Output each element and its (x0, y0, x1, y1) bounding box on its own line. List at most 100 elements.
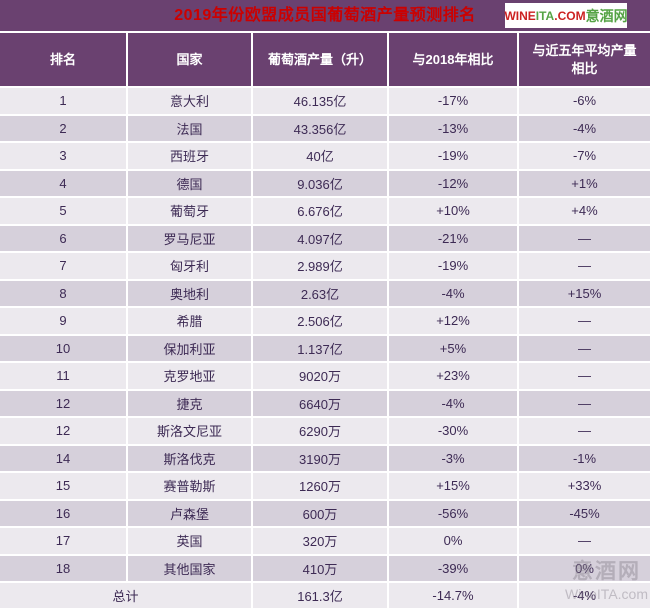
country-cell: 匈牙利 (128, 253, 251, 279)
logo-text-ita: ITA (535, 8, 555, 23)
country-cell: 其他国家 (128, 555, 251, 581)
page-title: 2019年份欧盟成员国葡萄酒产量预测排名 (174, 7, 476, 24)
table-row: 17 英国 320万 0% — (0, 528, 650, 554)
rank-cell: 4 (0, 170, 126, 196)
vs5yr-cell: — (519, 418, 650, 444)
vs2018-cell: -12% (389, 170, 517, 196)
country-cell: 西班牙 (128, 143, 251, 169)
vs2018-cell: -3% (389, 445, 517, 471)
table-row: 7 匈牙利 2.989亿 -19% — (0, 253, 650, 279)
header-country: 国家 (128, 33, 251, 86)
table-body: 1 意大利 46.135亿 -17% -6% 2 法国 43.356亿 -13% -4% 3 西班牙 4… (0, 88, 650, 608)
vs2018-cell: -56% (389, 500, 517, 526)
table-total-row: 总计 161.3亿 -14.7% -4% (0, 583, 650, 608)
header-production: 葡萄酒产量（升） (253, 33, 387, 86)
country-cell: 希腊 (128, 308, 251, 334)
vs2018-cell: -19% (389, 253, 517, 279)
production-cell: 161.3亿 (253, 583, 387, 608)
production-cell: 320万 (253, 528, 387, 554)
rank-cell: 5 (0, 198, 126, 224)
vs5yr-cell: — (519, 253, 650, 279)
rank-cell: 12 (0, 418, 126, 444)
logo-text-com: .COM (554, 8, 586, 23)
table-row: 3 西班牙 40亿 -19% -7% (0, 143, 650, 169)
table-row: 6 罗马尼亚 4.097亿 -21% — (0, 225, 650, 251)
rank-cell: 12 (0, 390, 126, 416)
title-bar: 2019年份欧盟成员国葡萄酒产量预测排名 WINE ITA .COM 意酒网 (0, 0, 650, 31)
country-cell: 斯洛伐克 (128, 445, 251, 471)
country-cell: 赛普勒斯 (128, 473, 251, 499)
table-row: 16 卢森堡 600万 -56% -45% (0, 500, 650, 526)
vs5yr-cell: — (519, 528, 650, 554)
header-rank: 排名 (0, 33, 126, 86)
table-row: 11 克罗地亚 9020万 +23% — (0, 363, 650, 389)
header-vs-2018: 与2018年相比 (389, 33, 517, 86)
rank-cell: 18 (0, 555, 126, 581)
vs5yr-cell: -1% (519, 445, 650, 471)
vs2018-cell: +23% (389, 363, 517, 389)
vs5yr-cell: -7% (519, 143, 650, 169)
table-row: 4 德国 9.036亿 -12% +1% (0, 170, 650, 196)
country-cell: 克罗地亚 (128, 363, 251, 389)
production-cell: 6.676亿 (253, 198, 387, 224)
vs5yr-cell: +33% (519, 473, 650, 499)
production-cell: 6640万 (253, 390, 387, 416)
table-row: 12 捷克 6640万 -4% — (0, 390, 650, 416)
vs2018-cell: -30% (389, 418, 517, 444)
country-cell: 捷克 (128, 390, 251, 416)
rank-cell: 2 (0, 115, 126, 141)
table-row: 1 意大利 46.135亿 -17% -6% (0, 88, 650, 114)
production-cell: 6290万 (253, 418, 387, 444)
vs2018-cell: -17% (389, 88, 517, 114)
table-row: 2 法国 43.356亿 -13% -4% (0, 115, 650, 141)
country-cell: 卢森堡 (128, 500, 251, 526)
vs2018-cell: +5% (389, 335, 517, 361)
header-vs-5yr-avg: 与近五年平均产量相比 (519, 33, 650, 86)
rank-cell: 8 (0, 280, 126, 306)
rank-cell: 14 (0, 445, 126, 471)
country-cell: 罗马尼亚 (128, 225, 251, 251)
production-cell: 2.989亿 (253, 253, 387, 279)
vs5yr-cell: +4% (519, 198, 650, 224)
country-cell: 英国 (128, 528, 251, 554)
vs2018-cell: -21% (389, 225, 517, 251)
vs2018-cell: -14.7% (389, 583, 517, 608)
rank-cell: 15 (0, 473, 126, 499)
rank-cell: 17 (0, 528, 126, 554)
total-label-cell: 总计 (0, 583, 251, 608)
vs2018-cell: +10% (389, 198, 517, 224)
vs2018-cell: -4% (389, 280, 517, 306)
vs2018-cell: -19% (389, 143, 517, 169)
vs5yr-cell: +15% (519, 280, 650, 306)
country-cell: 斯洛文尼亚 (128, 418, 251, 444)
table-row: 14 斯洛伐克 3190万 -3% -1% (0, 445, 650, 471)
table-row: 9 希腊 2.506亿 +12% — (0, 308, 650, 334)
rank-cell: 3 (0, 143, 126, 169)
rank-cell: 7 (0, 253, 126, 279)
production-cell: 9020万 (253, 363, 387, 389)
country-cell: 法国 (128, 115, 251, 141)
production-cell: 2.506亿 (253, 308, 387, 334)
vs2018-cell: 0% (389, 528, 517, 554)
table-header-row: 排名 国家 葡萄酒产量（升） 与2018年相比 与近五年平均产量相比 (0, 33, 650, 86)
production-cell: 9.036亿 (253, 170, 387, 196)
production-cell: 1.137亿 (253, 335, 387, 361)
production-cell: 410万 (253, 555, 387, 581)
logo-text-wine: WINE (504, 8, 536, 23)
rank-cell: 9 (0, 308, 126, 334)
vs2018-cell: +12% (389, 308, 517, 334)
production-cell: 40亿 (253, 143, 387, 169)
country-cell: 奥地利 (128, 280, 251, 306)
table-row: 12 斯洛文尼亚 6290万 -30% — (0, 418, 650, 444)
vs2018-cell: +15% (389, 473, 517, 499)
vs5yr-cell: -45% (519, 500, 650, 526)
vs5yr-cell: — (519, 335, 650, 361)
country-cell: 葡萄牙 (128, 198, 251, 224)
vs5yr-cell: — (519, 308, 650, 334)
vs2018-cell: -13% (389, 115, 517, 141)
vs2018-cell: -39% (389, 555, 517, 581)
rank-cell: 6 (0, 225, 126, 251)
table-row: 10 保加利亚 1.137亿 +5% — (0, 335, 650, 361)
production-cell: 3190万 (253, 445, 387, 471)
